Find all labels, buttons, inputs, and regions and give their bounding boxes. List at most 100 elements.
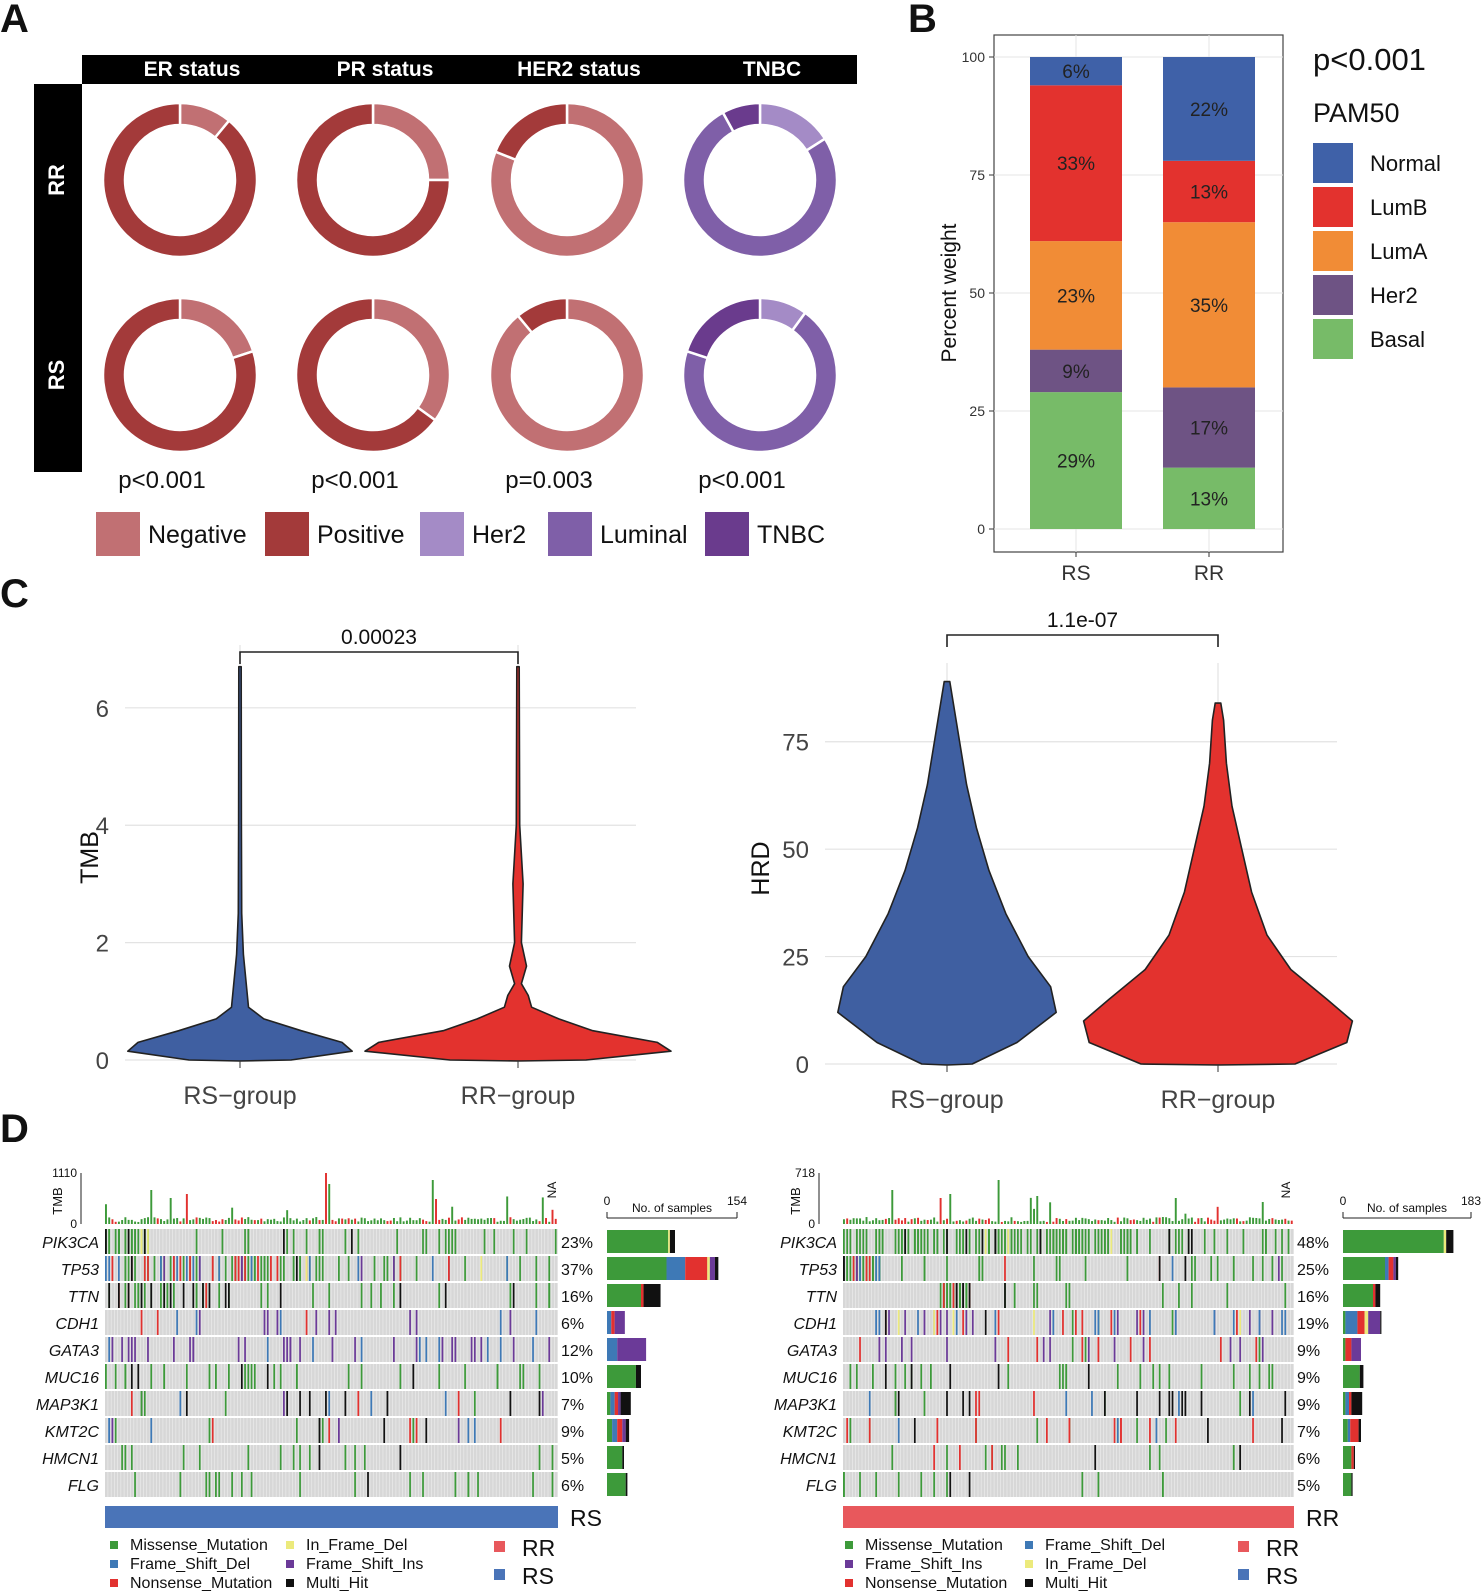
column-separator bbox=[169, 1391, 170, 1416]
column-separator bbox=[1268, 1472, 1269, 1497]
column-separator bbox=[282, 1310, 283, 1335]
column-separator bbox=[250, 1229, 251, 1254]
column-separator bbox=[891, 1283, 892, 1308]
mutation-cell bbox=[205, 1283, 207, 1308]
column-separator bbox=[1213, 1445, 1214, 1470]
mutation-cell bbox=[901, 1256, 903, 1281]
y-tick-label: 100 bbox=[962, 49, 986, 65]
column-separator bbox=[159, 1445, 160, 1470]
column-separator bbox=[292, 1229, 293, 1254]
column-separator bbox=[143, 1283, 144, 1308]
gene-label-muc16: MUC16 bbox=[783, 1370, 837, 1387]
column-separator bbox=[130, 1283, 131, 1308]
column-separator bbox=[920, 1337, 921, 1362]
column-separator bbox=[1226, 1283, 1227, 1308]
column-separator bbox=[480, 1310, 481, 1335]
column-separator bbox=[402, 1445, 403, 1470]
column-separator bbox=[904, 1391, 905, 1416]
column-separator bbox=[276, 1364, 277, 1389]
mutation-cell bbox=[1262, 1229, 1264, 1254]
mutation-cell bbox=[273, 1364, 275, 1389]
column-separator bbox=[357, 1364, 358, 1389]
column-separator bbox=[1261, 1418, 1262, 1443]
column-separator bbox=[476, 1364, 477, 1389]
column-separator bbox=[1219, 1418, 1220, 1443]
tmb-bar bbox=[1133, 1220, 1135, 1224]
column-separator bbox=[1139, 1391, 1140, 1416]
column-separator bbox=[968, 1283, 969, 1308]
column-separator bbox=[150, 1364, 151, 1389]
tmb-bar bbox=[221, 1219, 223, 1224]
column-separator bbox=[399, 1229, 400, 1254]
mutation-cell bbox=[555, 1229, 557, 1254]
tmb-bar bbox=[377, 1220, 379, 1224]
column-separator bbox=[179, 1391, 180, 1416]
column-separator bbox=[1277, 1472, 1278, 1497]
side-bar-map3k1-frame_shift_del bbox=[1345, 1392, 1349, 1415]
column-separator bbox=[276, 1472, 277, 1497]
column-separator bbox=[357, 1391, 358, 1416]
side-bar-tp53-nonsense bbox=[685, 1257, 707, 1280]
column-separator bbox=[1245, 1256, 1246, 1281]
column-separator bbox=[1219, 1364, 1220, 1389]
column-separator bbox=[121, 1391, 122, 1416]
column-separator bbox=[366, 1256, 367, 1281]
y-axis-title: TMB bbox=[76, 831, 104, 884]
mutation-cell bbox=[914, 1229, 916, 1254]
column-separator bbox=[862, 1391, 863, 1416]
column-separator bbox=[1061, 1418, 1062, 1443]
mutation-cell bbox=[438, 1364, 440, 1389]
column-separator bbox=[360, 1391, 361, 1416]
column-separator bbox=[480, 1418, 481, 1443]
tmb-bar bbox=[170, 1198, 172, 1224]
column-separator bbox=[1261, 1310, 1262, 1335]
column-separator bbox=[981, 1364, 982, 1389]
column-separator bbox=[295, 1283, 296, 1308]
tmb-bar bbox=[1259, 1218, 1261, 1224]
column-separator bbox=[541, 1310, 542, 1335]
column-separator bbox=[1107, 1364, 1108, 1389]
column-separator bbox=[295, 1256, 296, 1281]
column-separator bbox=[354, 1364, 355, 1389]
column-separator bbox=[350, 1310, 351, 1335]
tmb-bar bbox=[150, 1190, 152, 1224]
column-separator bbox=[1197, 1445, 1198, 1470]
column-separator bbox=[1010, 1283, 1011, 1308]
column-separator bbox=[1100, 1256, 1101, 1281]
column-separator bbox=[894, 1256, 895, 1281]
column-separator bbox=[1139, 1472, 1140, 1497]
column-separator bbox=[1268, 1445, 1269, 1470]
tmb-bar bbox=[862, 1221, 864, 1224]
y-tick-label: 75 bbox=[782, 730, 809, 757]
column-separator bbox=[159, 1472, 160, 1497]
mutation-cell bbox=[141, 1391, 143, 1416]
column-separator bbox=[528, 1391, 529, 1416]
mutation-cell bbox=[451, 1337, 453, 1362]
column-separator bbox=[347, 1283, 348, 1308]
column-separator bbox=[153, 1418, 154, 1443]
column-separator bbox=[525, 1418, 526, 1443]
tmb-bar bbox=[513, 1219, 515, 1224]
mutation-cell bbox=[898, 1418, 900, 1443]
column-separator bbox=[108, 1256, 109, 1281]
column-separator bbox=[1029, 1256, 1030, 1281]
column-separator bbox=[127, 1283, 128, 1308]
column-separator bbox=[1084, 1364, 1085, 1389]
column-separator bbox=[302, 1256, 303, 1281]
mutation-cell bbox=[306, 1229, 308, 1254]
mutation-cell bbox=[267, 1310, 269, 1335]
column-separator bbox=[1210, 1310, 1211, 1335]
column-separator bbox=[428, 1364, 429, 1389]
column-separator bbox=[418, 1364, 419, 1389]
column-separator bbox=[1158, 1472, 1159, 1497]
column-separator bbox=[208, 1472, 209, 1497]
column-separator bbox=[234, 1256, 235, 1281]
column-separator bbox=[117, 1310, 118, 1335]
column-separator bbox=[506, 1391, 507, 1416]
mutation-cell bbox=[1213, 1229, 1215, 1254]
tmb-bar bbox=[328, 1184, 330, 1224]
mutation-cell bbox=[924, 1229, 926, 1254]
gene-label-ttn: TTN bbox=[806, 1289, 838, 1306]
column-separator bbox=[108, 1472, 109, 1497]
column-separator bbox=[923, 1418, 924, 1443]
